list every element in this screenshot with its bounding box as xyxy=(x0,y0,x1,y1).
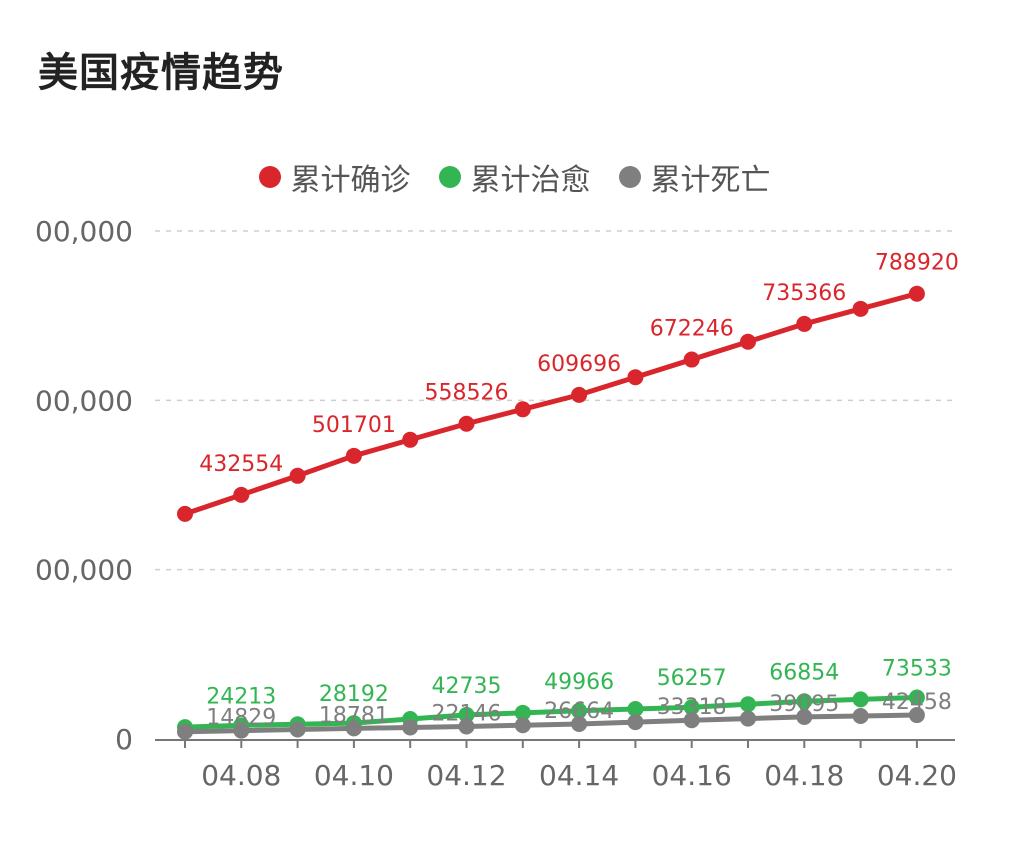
data-point-confirmed[interactable] xyxy=(627,369,644,386)
data-point-deaths[interactable] xyxy=(627,714,644,731)
data-label-recovered: 49966 xyxy=(544,670,614,695)
data-point-recovered[interactable] xyxy=(627,701,644,718)
data-label-deaths: 22146 xyxy=(432,701,502,726)
y-tick-label: 00,000 xyxy=(35,554,133,587)
data-point-recovered[interactable] xyxy=(514,704,531,721)
x-tick-label: 04.14 xyxy=(539,759,619,792)
data-point-confirmed[interactable] xyxy=(289,467,306,484)
data-point-confirmed[interactable] xyxy=(514,401,531,418)
x-tick-label: 04.20 xyxy=(877,759,957,792)
series-line-recovered xyxy=(184,694,917,730)
data-point-confirmed[interactable] xyxy=(402,431,419,448)
data-point-confirmed[interactable] xyxy=(908,285,925,302)
series-line-deaths xyxy=(184,712,917,735)
data-label-confirmed: 432554 xyxy=(199,452,283,477)
data-point-recovered[interactable] xyxy=(908,689,925,706)
legend: 累计确诊 累计治愈 累计死亡 xyxy=(0,155,1014,199)
data-point-recovered[interactable] xyxy=(852,691,869,708)
data-point-deaths[interactable] xyxy=(514,717,531,734)
data-point-deaths[interactable] xyxy=(345,720,362,737)
data-point-confirmed[interactable] xyxy=(177,505,193,522)
data-label-confirmed: 672246 xyxy=(650,317,734,342)
data-point-deaths[interactable] xyxy=(458,718,475,735)
data-point-confirmed[interactable] xyxy=(683,351,700,368)
legend-dot-recovered xyxy=(438,166,461,188)
data-point-recovered[interactable] xyxy=(458,706,475,723)
data-point-confirmed[interactable] xyxy=(571,386,588,403)
data-point-confirmed[interactable] xyxy=(740,333,756,350)
data-label-confirmed: 558526 xyxy=(425,381,509,406)
data-label-confirmed: 735366 xyxy=(762,281,846,306)
y-tick-label: 00,000 xyxy=(35,215,133,248)
data-label-deaths: 14829 xyxy=(206,706,276,731)
data-point-recovered[interactable] xyxy=(796,693,813,710)
data-point-confirmed[interactable] xyxy=(458,415,475,432)
data-label-deaths: 39095 xyxy=(769,692,839,717)
data-label-confirmed: 609696 xyxy=(537,352,621,377)
data-label-recovered: 28192 xyxy=(319,682,389,707)
x-tick-label: 04.12 xyxy=(426,759,506,792)
data-point-confirmed[interactable] xyxy=(345,447,362,464)
legend-item-confirmed[interactable]: 累计确诊 xyxy=(258,155,411,199)
y-tick-label: 00,000 xyxy=(35,384,133,417)
data-point-deaths[interactable] xyxy=(402,719,419,736)
data-point-deaths[interactable] xyxy=(908,707,925,724)
data-point-confirmed[interactable] xyxy=(233,486,250,503)
data-label-confirmed: 788920 xyxy=(875,251,959,276)
data-point-recovered[interactable] xyxy=(683,699,700,716)
data-point-deaths[interactable] xyxy=(683,712,700,729)
data-point-confirmed[interactable] xyxy=(796,315,813,332)
data-label-confirmed: 501701 xyxy=(312,413,396,438)
axes: 0 00,000 00,000 00,000 04.08 04.10 04.12 04.14 0… xyxy=(35,215,957,792)
data-label-recovered: 66854 xyxy=(769,660,839,685)
x-tick-label: 04.10 xyxy=(314,759,394,792)
data-point-deaths[interactable] xyxy=(740,710,756,727)
data-point-deaths[interactable] xyxy=(852,707,869,724)
series-line-confirmed xyxy=(184,291,918,517)
legend-dot-deaths xyxy=(618,166,641,188)
data-label-deaths: 42458 xyxy=(882,690,952,715)
data-point-recovered[interactable] xyxy=(571,702,588,719)
x-tick-label: 04.16 xyxy=(652,759,732,792)
legend-label-confirmed: 累计确诊 xyxy=(290,163,411,198)
x-tick-label: 04.18 xyxy=(764,759,844,792)
data-label-recovered: 42735 xyxy=(432,674,502,699)
legend-item-recovered[interactable]: 累计治愈 xyxy=(438,155,591,199)
legend-label-deaths: 累计死亡 xyxy=(650,163,771,198)
data-label-recovered: 56257 xyxy=(657,666,727,691)
data-point-confirmed[interactable] xyxy=(852,300,869,317)
chart-title: 美国疫情趋势 xyxy=(38,50,284,96)
legend-item-deaths[interactable]: 累计死亡 xyxy=(618,155,771,199)
series-lines xyxy=(177,285,925,740)
data-label-deaths: 18781 xyxy=(319,703,389,728)
y-tick-label: 0 xyxy=(115,723,133,756)
x-tick-label: 04.08 xyxy=(201,759,281,792)
data-point-recovered[interactable] xyxy=(740,696,756,713)
data-label-recovered: 73533 xyxy=(882,656,952,681)
legend-label-recovered: 累计治愈 xyxy=(470,163,591,198)
data-point-deaths[interactable] xyxy=(177,723,193,740)
data-label-deaths: 33318 xyxy=(657,695,727,720)
legend-dot-confirmed xyxy=(258,166,281,188)
data-label-recovered: 24213 xyxy=(206,684,276,709)
data-label-deaths: 26664 xyxy=(544,699,614,724)
data-point-deaths[interactable] xyxy=(233,722,250,739)
data-point-deaths[interactable] xyxy=(571,715,588,732)
data-point-deaths[interactable] xyxy=(796,708,813,725)
data-point-deaths[interactable] xyxy=(289,721,306,738)
data-labels: 432554 501701 558526 609696 672246 735366 7889… xyxy=(199,251,959,731)
